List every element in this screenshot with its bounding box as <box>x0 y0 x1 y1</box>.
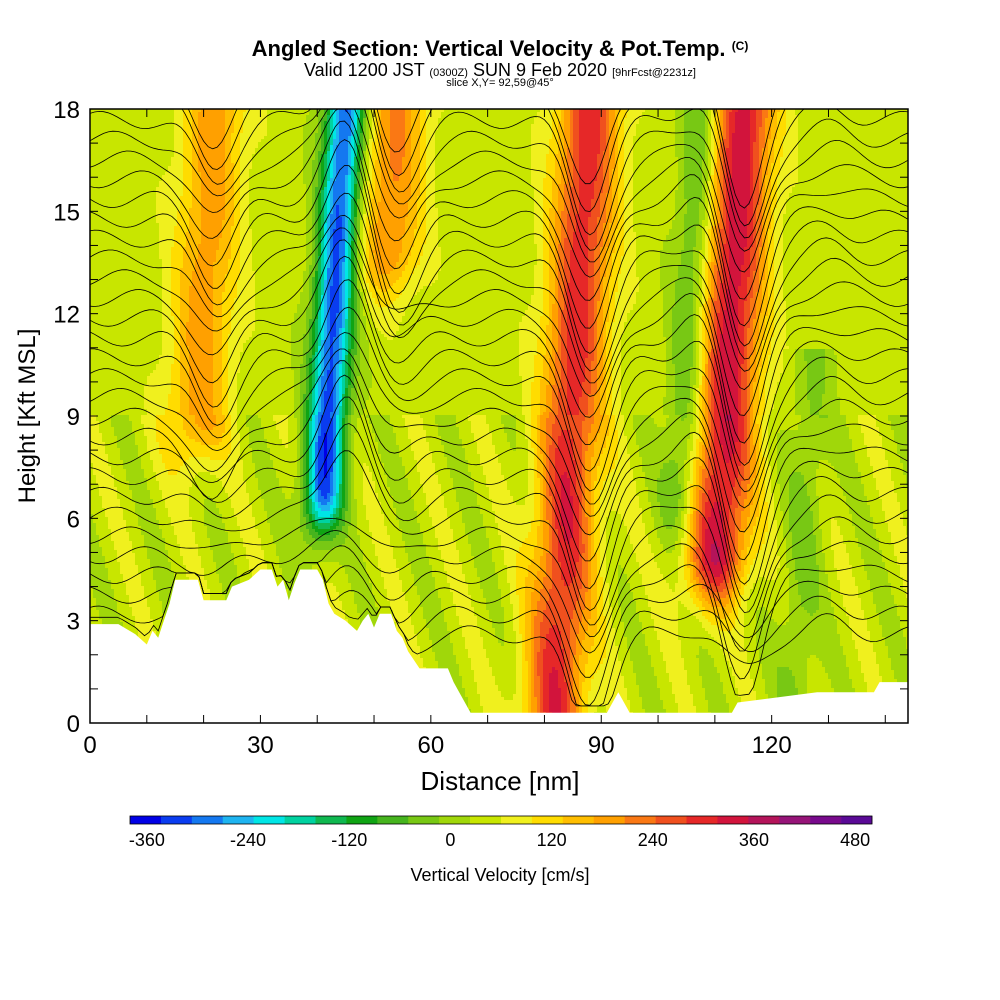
colorbar-swatch <box>841 816 872 824</box>
colorbar-tick-label: -360 <box>129 830 165 850</box>
colorbar-swatch <box>408 816 439 824</box>
colorbar-swatch <box>192 816 223 824</box>
colorbar-tick-label: -120 <box>331 830 367 850</box>
y-axis-label: Height [Kft MSL] <box>14 329 41 504</box>
colorbar-swatch <box>470 816 501 824</box>
y-tick-label: 0 <box>67 711 80 738</box>
x-tick-label: 120 <box>752 732 792 759</box>
colorbar-swatch <box>439 816 470 824</box>
colorbar: -360 -240 -120 0 120 240 360 480 <box>129 816 872 850</box>
colorbar-tick-label: 0 <box>445 830 455 850</box>
x-tick-label: 0 <box>83 732 96 759</box>
y-tick-label: 9 <box>67 404 80 431</box>
colorbar-swatch <box>779 816 810 824</box>
colorbar-tick-label: -240 <box>230 830 266 850</box>
colorbar-swatch <box>563 816 594 824</box>
colorbar-swatch <box>161 816 192 824</box>
y-tick-label: 15 <box>53 199 80 226</box>
colorbar-swatch <box>285 816 316 824</box>
colorbar-swatch <box>254 816 285 824</box>
x-tick-label: 90 <box>588 732 615 759</box>
colorbar-swatch <box>130 816 161 824</box>
y-tick-label: 6 <box>67 506 80 533</box>
colorbar-swatch <box>346 816 377 824</box>
colorbar-swatch <box>625 816 656 824</box>
colorbar-tick-label: 480 <box>840 830 870 850</box>
x-tick-label: 60 <box>417 732 444 759</box>
colorbar-swatch <box>316 816 347 824</box>
y-tick-label: 3 <box>67 609 80 636</box>
colorbar-swatch <box>810 816 841 824</box>
colorbar-swatch <box>532 816 563 824</box>
colorbar-tick-label: 120 <box>537 830 567 850</box>
colorbar-swatch <box>223 816 254 824</box>
colorbar-swatch <box>687 816 718 824</box>
y-tick-label: 12 <box>53 302 80 329</box>
colorbar-swatch <box>748 816 779 824</box>
colorbar-label: Vertical Velocity [cm/s] <box>410 865 589 885</box>
x-axis-label: Distance [nm] <box>421 766 580 796</box>
colorbar-swatch <box>377 816 408 824</box>
colorbar-swatch <box>501 816 532 824</box>
colorbar-tick-label: 240 <box>638 830 668 850</box>
colorbar-swatch <box>594 816 625 824</box>
y-tick-label: 18 <box>53 97 80 124</box>
colorbar-swatch <box>717 816 748 824</box>
x-tick-label: 30 <box>247 732 274 759</box>
colorbar-tick-label: 360 <box>739 830 769 850</box>
colorbar-swatch <box>656 816 687 824</box>
